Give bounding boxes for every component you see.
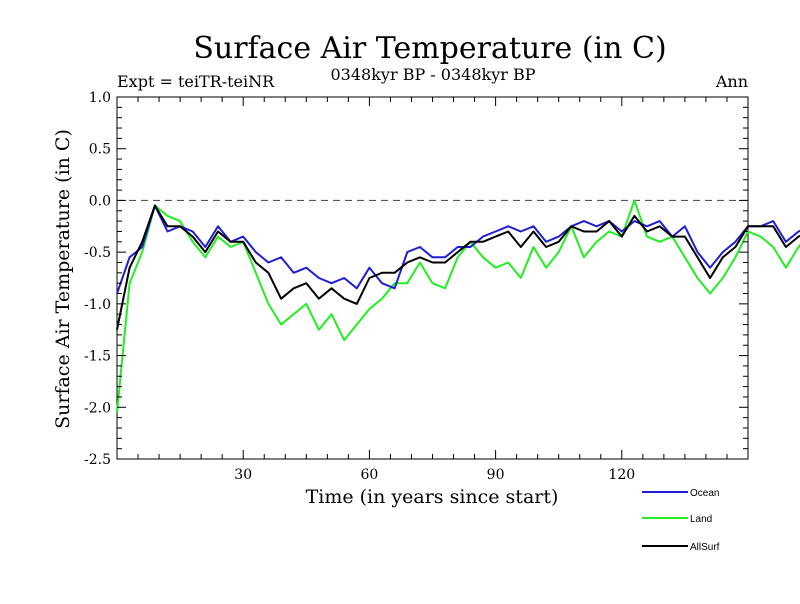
x-ticks: 30 60 90 120 [137,97,728,483]
y-tick-label: -1.0 [84,297,111,313]
y-ticks: 1.0 0.5 0.0 -0.5 -1.0 -1.5 -2.0 -2.5 [84,90,748,468]
legend-label-ocean: Ocean [690,488,719,499]
y-tick-label: 1.0 [89,90,111,106]
plot-frame [116,96,749,460]
series-line-land [116,199,800,413]
chart-title: Surface Air Temperature (in C) [193,31,666,66]
y-tick-label: 0.0 [89,193,111,209]
y-tick-label: -1.5 [84,349,111,365]
x-axis-label: Time (in years since start) [306,486,559,508]
series-line-allsurf [116,204,800,330]
chart-subtitle: 0348kyr BP - 0348kyr BP [331,65,536,84]
x-tick-label: 90 [487,467,505,483]
y-tick-label: -2.0 [84,400,111,416]
legend-label-allsurf: AllSurf [690,542,720,553]
experiment-label: Expt = teiTR-teiNR [117,72,275,91]
x-tick-label: 60 [360,467,378,483]
y-tick-label: -0.5 [84,245,111,261]
legend: Ocean Land AllSurf [642,488,720,553]
legend-label-land: Land [690,514,712,525]
series-group [116,199,800,413]
y-tick-label: 0.5 [89,142,111,158]
x-tick-label: 120 [608,467,635,483]
y-tick-label: -2.5 [84,452,111,468]
y-axis-label: Surface Air Temperature (in C) [52,129,74,429]
x-tick-label: 30 [234,467,252,483]
season-label: Ann [715,72,748,91]
